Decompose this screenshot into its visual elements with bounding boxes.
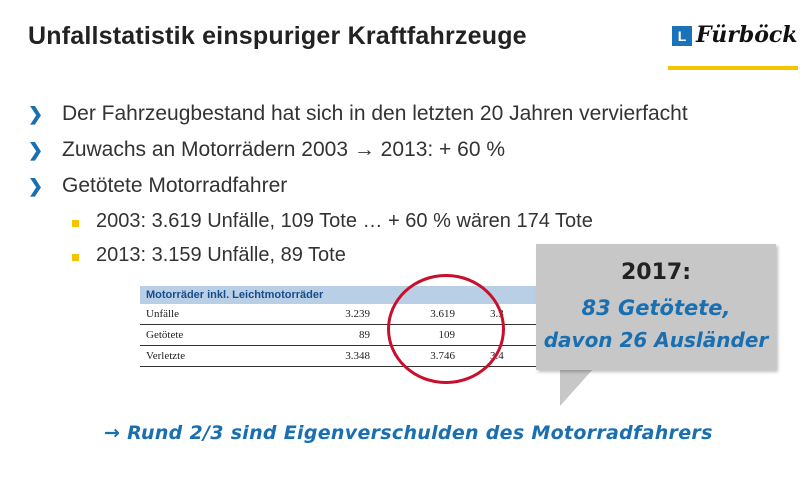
bullet-text: Zuwachs an Motorrädern 2003 → 2013: + 60… — [62, 138, 506, 161]
sub-bullet-text: 2013: 3.159 Unfälle, 89 Tote — [96, 244, 346, 266]
logo: L Fürböck — [668, 22, 798, 70]
callout-deaths: 83 Getötete, — [581, 296, 731, 320]
chevron-right-icon: ❯ — [28, 176, 44, 196]
callout-foreigners: davon 26 Ausländer — [543, 328, 769, 352]
cell-value: 89 — [359, 329, 370, 341]
square-bullet-icon — [72, 254, 79, 261]
callout-box: 2017: 83 Getötete, davon 26 Ausländer — [536, 244, 776, 370]
logo-letter-box: L — [672, 26, 692, 46]
row-label: Getötete — [146, 329, 184, 341]
highlight-circle — [387, 274, 505, 384]
logo-underline — [668, 66, 798, 70]
square-bullet-icon — [72, 220, 79, 227]
cell-value: 3.348 — [345, 350, 370, 362]
chevron-right-icon: ❯ — [28, 104, 44, 124]
bullet-text: Getötete Motorradfahrer — [62, 174, 288, 197]
sub-bullet-text: 2003: 3.619 Unfälle, 109 Tote … + 60 % w… — [96, 210, 593, 232]
cell-value: 3.239 — [345, 308, 370, 320]
slide-title: Unfallstatistik einspuriger Kraftfahrzeu… — [28, 22, 527, 50]
logo-name: Fürböck — [696, 22, 798, 48]
row-label: Unfälle — [146, 308, 179, 320]
row-label: Verletzte — [146, 350, 186, 362]
bullet-text: Der Fahrzeugbestand hat sich in den letz… — [62, 102, 688, 125]
chevron-right-icon: ❯ — [28, 140, 44, 160]
callout-tail — [560, 368, 594, 406]
conclusion-text: → Rund 2/3 sind Eigenverschulden des Mot… — [104, 422, 713, 444]
callout-year: 2017: — [620, 260, 692, 285]
